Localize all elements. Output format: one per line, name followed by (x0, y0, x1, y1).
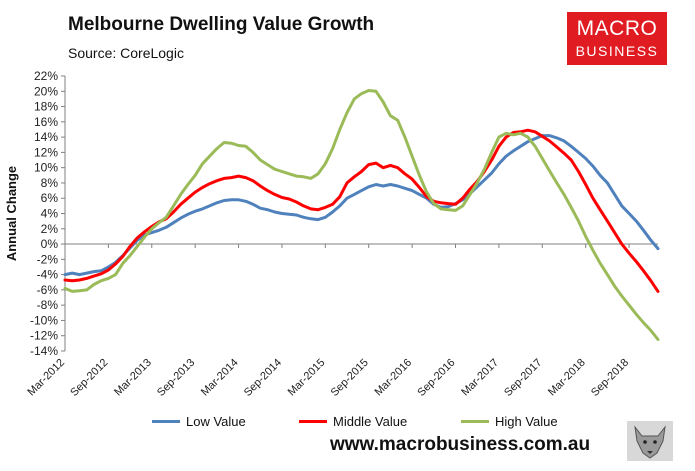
y-tick-label: 18% (34, 100, 58, 114)
y-tick-label: 14% (34, 130, 58, 144)
series-line-low (63, 134, 660, 277)
legend-label-high: High Value (495, 414, 558, 429)
x-tick-label: Sep-2013 (155, 357, 197, 399)
y-tick-label: 22% (34, 69, 58, 83)
legend-label-low: Low Value (186, 414, 246, 429)
y-tick-label: 8% (41, 176, 59, 190)
x-tick-label: Mar-2016 (372, 357, 414, 399)
y-tick-label: -6% (37, 283, 59, 297)
y-tick-label: -10% (30, 313, 58, 327)
x-tick-label: Sep-2012 (68, 357, 110, 399)
x-tick-label: Mar-2015 (286, 357, 328, 399)
series-line-high (63, 89, 660, 341)
legend-swatch-middle (299, 420, 327, 423)
x-tick-label: Sep-2014 (242, 357, 284, 399)
legend-item-high: High Value (461, 414, 558, 429)
x-tick-label: Mar-2013 (112, 357, 154, 399)
y-tick-label: -4% (37, 268, 59, 282)
y-tick-label: -2% (37, 252, 59, 266)
legend-item-middle: Middle Value (299, 414, 407, 429)
y-tick-label: 4% (41, 207, 59, 221)
y-tick-label: 10% (34, 161, 58, 175)
x-tick-label: Mar-2018 (546, 357, 588, 399)
x-tick-label: Sep-2018 (589, 357, 631, 399)
macro-business-logo: MACRO BUSINESS (567, 12, 667, 65)
logo-line-1: MACRO (576, 17, 658, 40)
y-tick-label: 20% (34, 84, 58, 98)
y-axis-title: Annual Change (4, 166, 19, 261)
x-tick-label: Mar-2014 (199, 357, 241, 399)
y-tick-label: -12% (30, 329, 58, 343)
legend-label-middle: Middle Value (333, 414, 408, 429)
legend-swatch-low (152, 420, 180, 423)
legend-swatch-high (461, 420, 489, 423)
website-url: www.macrobusiness.com.au (330, 434, 591, 455)
y-tick-label: 2% (41, 222, 59, 236)
y-tick-label: 12% (34, 145, 58, 159)
x-tick-label: Sep-2017 (502, 357, 544, 399)
chart-title: Melbourne Dwelling Value Growth (68, 14, 375, 35)
x-tick-label: Mar-2017 (459, 357, 501, 399)
y-tick-label: 16% (34, 115, 58, 129)
y-tick-label: 0% (41, 237, 59, 251)
x-tick-label: Sep-2016 (415, 357, 457, 399)
series-line-middle (63, 128, 660, 293)
legend-item-low: Low Value (152, 414, 246, 429)
x-tick-label: Sep-2015 (329, 357, 371, 399)
x-tick-label: Mar-2012 (25, 357, 67, 399)
y-tick-label: -8% (37, 298, 59, 312)
logo-line-2: BUSINESS (575, 43, 659, 59)
y-tick-label: -14% (30, 344, 58, 358)
chart-legend: Low Value Middle Value High Value (0, 414, 695, 434)
y-tick-label: 6% (41, 191, 59, 205)
wolf-icon (627, 421, 673, 461)
chart-source: Source: CoreLogic (68, 45, 184, 61)
